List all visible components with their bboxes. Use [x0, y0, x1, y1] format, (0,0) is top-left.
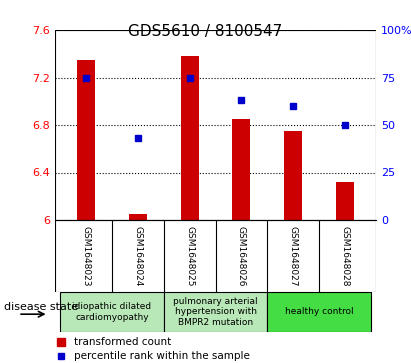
Text: healthy control: healthy control	[285, 307, 353, 317]
Bar	[180, 56, 199, 220]
Bar	[284, 131, 302, 220]
Text: transformed count: transformed count	[74, 337, 171, 347]
Text: GDS5610 / 8100547: GDS5610 / 8100547	[128, 24, 283, 39]
Text: GSM1648026: GSM1648026	[237, 226, 246, 286]
Bar	[164, 292, 267, 332]
Text: GSM1648024: GSM1648024	[133, 226, 142, 286]
Text: idiopathic dilated
cardiomyopathy: idiopathic dilated cardiomyopathy	[72, 302, 152, 322]
Bar	[77, 60, 95, 220]
Text: disease state: disease state	[4, 302, 78, 312]
Bar	[60, 292, 164, 332]
Text: pulmonary arterial
hypertension with
BMPR2 mutation: pulmonary arterial hypertension with BMP…	[173, 297, 258, 327]
Text: GSM1648027: GSM1648027	[289, 226, 298, 286]
Bar	[267, 292, 371, 332]
Bar	[129, 214, 147, 220]
Text: GSM1648025: GSM1648025	[185, 226, 194, 286]
Text: percentile rank within the sample: percentile rank within the sample	[74, 351, 250, 361]
Text: GSM1648023: GSM1648023	[81, 226, 90, 286]
Text: GSM1648028: GSM1648028	[340, 226, 349, 286]
Bar	[336, 182, 354, 220]
Bar	[232, 119, 250, 220]
